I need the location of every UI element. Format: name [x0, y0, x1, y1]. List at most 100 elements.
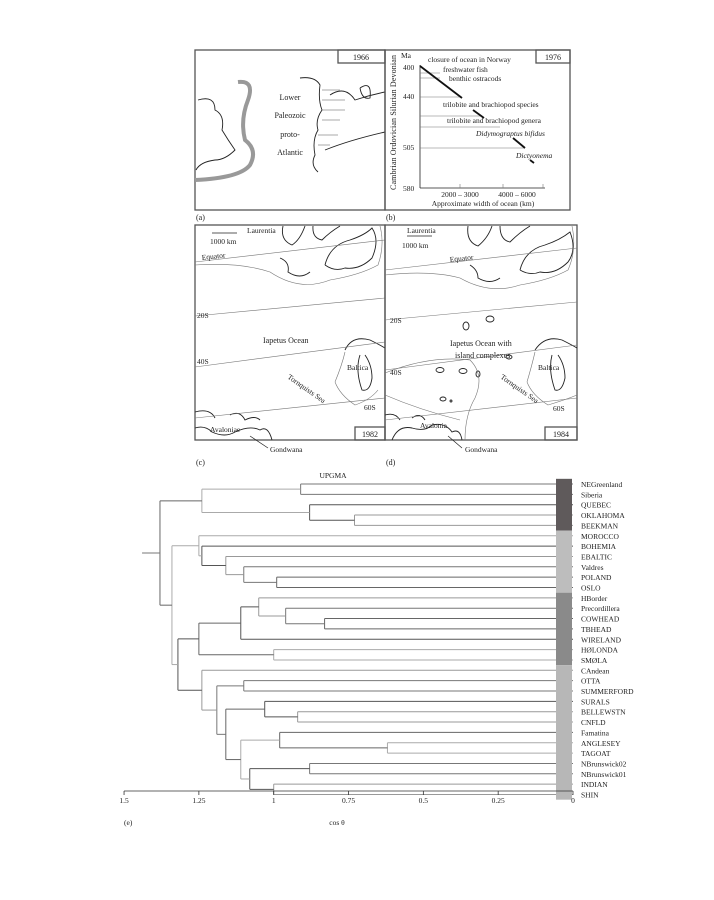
panel-tag: (d)	[386, 458, 396, 467]
leaf-label: ANGLESEY	[581, 739, 621, 748]
x-tick: 2000 – 3000	[441, 190, 479, 199]
label-paleozoic: Paleozoic	[274, 111, 306, 120]
hatching	[318, 89, 345, 146]
label-ocean: island complexes	[455, 351, 510, 360]
label-20s: 20S	[197, 311, 209, 320]
year-label: 1976	[545, 53, 561, 62]
event-label: trilobite and brachiopod genera	[447, 116, 542, 125]
leaf-label: OKLAHOMA	[581, 511, 625, 520]
laurentia-margin	[194, 225, 383, 285]
panel-b-frame	[384, 49, 571, 211]
coastline-avalonia	[194, 410, 273, 441]
label-ocean: Iapetus Ocean	[263, 336, 309, 345]
panel-tag: (a)	[196, 213, 205, 222]
coastline-laurentia	[279, 225, 377, 277]
leaf-label: COWHEAD	[581, 615, 620, 624]
x-tick-label: 0.25	[492, 796, 505, 805]
leaf-label: NEGreenland	[581, 480, 622, 489]
x-tick-label: 1.25	[192, 796, 205, 805]
width-trend-line	[419, 65, 535, 164]
event-label: Didymograptus bifidus	[475, 129, 545, 138]
year-label: 1982	[362, 430, 378, 439]
event-label: trilobite and brachiopod species	[443, 100, 539, 109]
latitude-40s	[194, 341, 386, 368]
label-sea: Tornquists Sea	[499, 372, 541, 405]
label-laurentia: Laurentia	[407, 226, 436, 235]
y-tick: 400	[403, 63, 415, 72]
margin-belt-west	[194, 79, 256, 182]
coastline-laurentia	[195, 98, 236, 171]
leaf-label: SMØLA	[581, 656, 608, 665]
group-bar	[556, 530, 572, 593]
scale-label: 1000 km	[210, 237, 237, 246]
year-label: 1984	[553, 430, 569, 439]
period-labels: Cambrian Ordovician Silurian Devonian	[389, 55, 398, 190]
label-sea: Tornquists Sea	[286, 372, 328, 405]
y-tick: 580	[403, 184, 415, 193]
x-tick-label: 0	[571, 796, 575, 805]
leaf-label: HBorder	[581, 594, 608, 603]
x-axis-label: cos θ	[329, 818, 345, 827]
label-40s: 40S	[197, 357, 209, 366]
gondwana-arrow	[447, 435, 463, 449]
label-laurentia: Laurentia	[247, 226, 276, 235]
x-tick-label: 1	[272, 796, 276, 805]
leaf-label: TBHEAD	[581, 625, 612, 634]
label-baltica: Baltica	[347, 363, 369, 372]
leaf-label: SUMMERFORD	[581, 687, 634, 696]
label-gondwana: Gondwana	[270, 445, 303, 454]
label-lower: Lower	[280, 93, 301, 102]
equator-line	[194, 239, 386, 263]
leaf-label: OSLO	[581, 584, 601, 593]
leaf-label: Precordillera	[581, 604, 620, 613]
leaf-label: OTTA	[581, 677, 601, 686]
leaf-label: BOHEMIA	[581, 542, 617, 551]
leaf-label: POLAND	[581, 573, 612, 582]
label-proto: proto-	[280, 130, 300, 139]
coastline-scandinavia	[324, 85, 386, 151]
panel-d-map: 1000 km Laurentia Equator 20S Iapetus Oc…	[384, 224, 578, 467]
label-60s: 60S	[553, 404, 565, 413]
baltica-margin	[526, 351, 578, 406]
leaf-label: NBrunswick01	[581, 770, 627, 779]
group-bar	[556, 665, 572, 800]
coastline-baltica	[534, 338, 578, 391]
label-60s: 60S	[364, 403, 376, 412]
coastline-baltica	[344, 338, 386, 391]
latitude-60s	[384, 397, 578, 421]
baltica-margin	[334, 351, 379, 406]
y-tick: 505	[403, 143, 415, 152]
label-40s: 40S	[390, 368, 402, 377]
label-avalonia: Avaloniae	[210, 425, 241, 434]
leaf-label: SURALS	[581, 697, 610, 706]
leaf-label: WIRELAND	[581, 635, 622, 644]
leaf-label: BELLEWSTN	[581, 708, 626, 717]
leaf-label: CNFLD	[581, 718, 606, 727]
leaf-label: QUEBEC	[581, 501, 611, 510]
label-20s: 20S	[390, 316, 402, 325]
leaf-label: Siberia	[581, 490, 603, 499]
gondwana-arrow	[249, 435, 269, 449]
leaf-label: HØLONDA	[581, 646, 619, 655]
label-ocean: Iapetus Ocean with	[450, 339, 512, 348]
island-complexes	[435, 315, 513, 403]
panel-tag: (b)	[386, 213, 396, 222]
label-avalonia: Avalonia	[420, 421, 448, 430]
event-label: closure of ocean in Norway	[428, 55, 511, 64]
x-tick-label: 0.75	[342, 796, 355, 805]
year-box	[535, 49, 571, 64]
panel-a-map: 1966 Lower Paleozoic proto- Atlantic (a)	[194, 49, 386, 222]
chart-title: UPGMA	[319, 471, 347, 480]
panel-tag: (c)	[196, 458, 205, 467]
label-gondwana: Gondwana	[465, 445, 498, 454]
leaf-label: CAndean	[581, 666, 610, 675]
label-baltica: Baltica	[538, 363, 560, 372]
leaf-label: TAGOAT	[581, 749, 611, 758]
latitude-60s	[194, 397, 386, 419]
event-label: freshwater fish	[443, 65, 488, 74]
leaf-label: Valdres	[581, 563, 604, 572]
scale-label: 1000 km	[402, 241, 429, 250]
event-label: Dictyonema	[515, 151, 552, 160]
laurentia-margin	[384, 225, 575, 289]
